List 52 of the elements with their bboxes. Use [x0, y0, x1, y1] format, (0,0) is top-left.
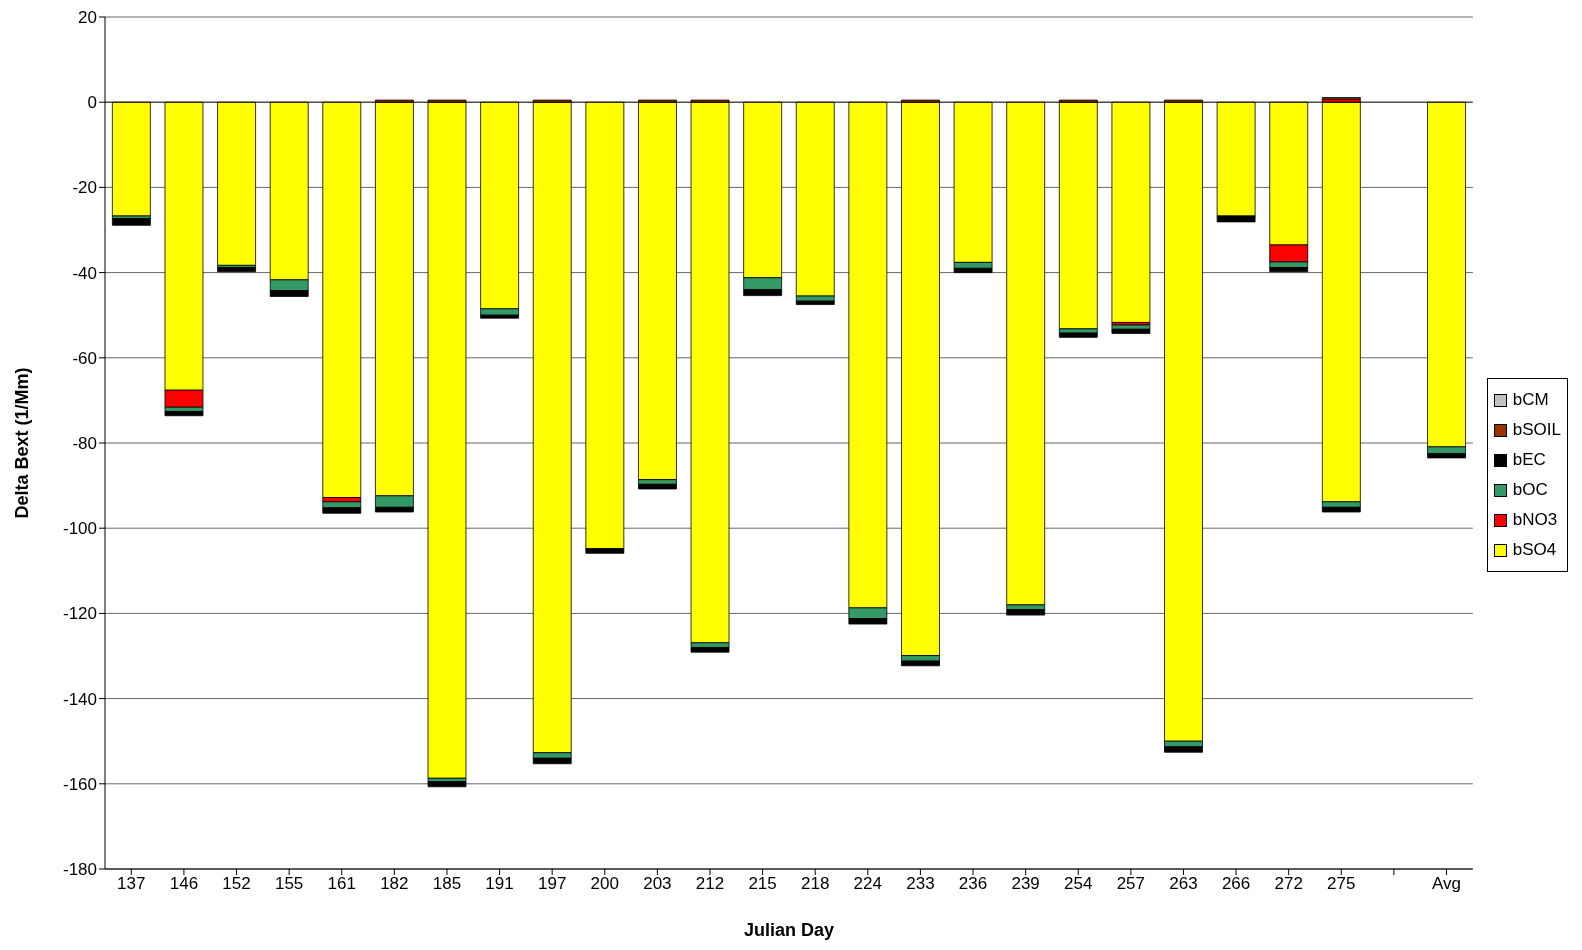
- x-tick-label: 218: [801, 874, 830, 894]
- y-tick-label: -140: [62, 689, 97, 709]
- x-tick-label: 233: [906, 874, 935, 894]
- x-axis-title: Julian Day: [743, 920, 834, 940]
- x-tick-label: 155: [274, 874, 304, 894]
- y-tick-label: -180: [62, 860, 97, 880]
- x-tick-label: 239: [1011, 874, 1040, 894]
- y-tick-label: -120: [62, 604, 97, 624]
- x-tick-label: Avg: [1431, 874, 1461, 894]
- x-tick-label: 161: [327, 874, 356, 894]
- y-tick-label: -40: [72, 263, 97, 283]
- legend-label: bEC: [1512, 450, 1546, 470]
- y-tick-label: 0: [87, 93, 97, 113]
- x-tick-label: 137: [117, 874, 146, 894]
- x-tick-label: 212: [695, 874, 725, 894]
- x-tick-label: 215: [748, 874, 777, 894]
- y-tick-label: -20: [72, 178, 97, 198]
- legend-label: bCM: [1512, 390, 1549, 410]
- legend-label: bOC: [1512, 480, 1548, 500]
- x-tick-label: 224: [853, 874, 882, 894]
- x-tick-label: 203: [643, 874, 672, 894]
- bar: [1111, 328, 1151, 334]
- bar: [1058, 332, 1098, 338]
- bar: [111, 218, 151, 226]
- x-tick-label: 254: [1064, 874, 1093, 894]
- bar: [164, 411, 204, 417]
- x-tick-label: 185: [432, 874, 462, 894]
- x-tick-label: 197: [537, 874, 567, 894]
- x-tick-label: 191: [485, 874, 514, 894]
- y-tick-label: -100: [62, 519, 97, 539]
- x-tick-label: 266: [1221, 874, 1251, 894]
- x-tick-label: 272: [1274, 874, 1303, 894]
- x-tick-label: 236: [958, 874, 988, 894]
- x-tick-label: 263: [1169, 874, 1198, 894]
- y-tick-label: -60: [72, 348, 97, 368]
- legend-label: bSOIL: [1512, 420, 1561, 440]
- bar: [217, 267, 256, 273]
- x-tick-label: 257: [1116, 874, 1146, 894]
- x-tick-label: 152: [222, 874, 251, 894]
- legend-label: bNO3: [1512, 510, 1558, 530]
- y-tick-label: -80: [72, 434, 97, 454]
- y-tick-label: 20: [78, 8, 97, 28]
- bar: [638, 483, 677, 490]
- legend-label: bSO4: [1512, 540, 1557, 560]
- y-axis-title: Delta Bext (1/Mm): [12, 367, 33, 519]
- x-tick-label: 182: [380, 874, 409, 894]
- bar: [427, 781, 467, 788]
- bar: [1111, 324, 1151, 330]
- y-tick-label: -160: [62, 774, 97, 794]
- x-tick-label: 275: [1327, 874, 1356, 894]
- x-tick-label: 146: [169, 874, 199, 894]
- x-tick-label: 200: [590, 874, 619, 894]
